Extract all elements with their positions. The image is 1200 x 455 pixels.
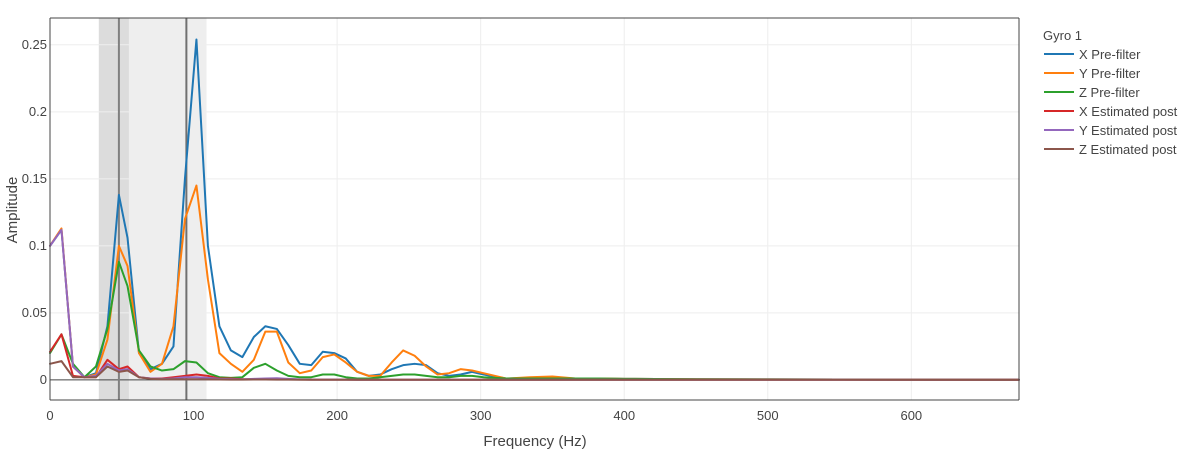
legend-label: Y Pre-filter (1079, 66, 1141, 81)
y-axis-ticks: 0 0.05 0.1 0.15 0.2 0.25 (22, 37, 47, 387)
legend-item-z-estimated-post[interactable]: Z Estimated post (1044, 142, 1177, 157)
marker-lines (117, 18, 188, 400)
shaded-bands (98, 18, 207, 400)
legend-label: X Pre-filter (1079, 47, 1141, 62)
x-tick-label: 500 (757, 408, 779, 423)
y-tick-label: 0.2 (29, 104, 47, 119)
legend-label: Y Estimated post (1079, 123, 1177, 138)
y-tick-label: 0.1 (29, 238, 47, 253)
x-tick-label: 200 (326, 408, 348, 423)
shaded-band-0 (98, 18, 129, 400)
series-line-z-estimated-post[interactable] (49, 360, 1020, 381)
series-line-z-pre-filter[interactable] (49, 260, 1020, 381)
legend-item-x-estimated-post[interactable]: X Estimated post (1044, 104, 1178, 119)
legend-title: Gyro 1 (1043, 28, 1082, 43)
x-tick-label: 300 (470, 408, 492, 423)
y-tick-label: 0.15 (22, 171, 47, 186)
y-tick-label: 0.25 (22, 37, 47, 52)
legend-label: Z Estimated post (1079, 142, 1177, 157)
x-tick-label: 0 (46, 408, 53, 423)
legend-label: X Estimated post (1079, 104, 1178, 119)
legend[interactable]: Gyro 1 X Pre-filter Y Pre-filter Z Pre-fil… (1043, 28, 1178, 157)
series-lines[interactable] (49, 38, 1020, 381)
plot-frame (49, 17, 1020, 401)
x-tick-label: 600 (900, 408, 922, 423)
series-line-y-pre-filter[interactable] (49, 184, 1020, 381)
y-tick-label: 0 (40, 372, 47, 387)
grid-lines (50, 18, 1019, 400)
x-axis-ticks: 0 100 200 300 400 500 600 (46, 408, 922, 423)
y-axis-title: Amplitude (4, 177, 21, 244)
x-axis-title: Frequency (Hz) (483, 433, 586, 450)
legend-item-y-pre-filter[interactable]: Y Pre-filter (1044, 66, 1141, 81)
legend-item-x-pre-filter[interactable]: X Pre-filter (1044, 47, 1141, 62)
x-tick-label: 100 (183, 408, 205, 423)
x-tick-label: 400 (613, 408, 635, 423)
legend-item-y-estimated-post[interactable]: Y Estimated post (1044, 123, 1177, 138)
legend-item-z-pre-filter[interactable]: Z Pre-filter (1044, 85, 1140, 100)
legend-label: Z Pre-filter (1079, 85, 1140, 100)
y-tick-label: 0.05 (22, 305, 47, 320)
